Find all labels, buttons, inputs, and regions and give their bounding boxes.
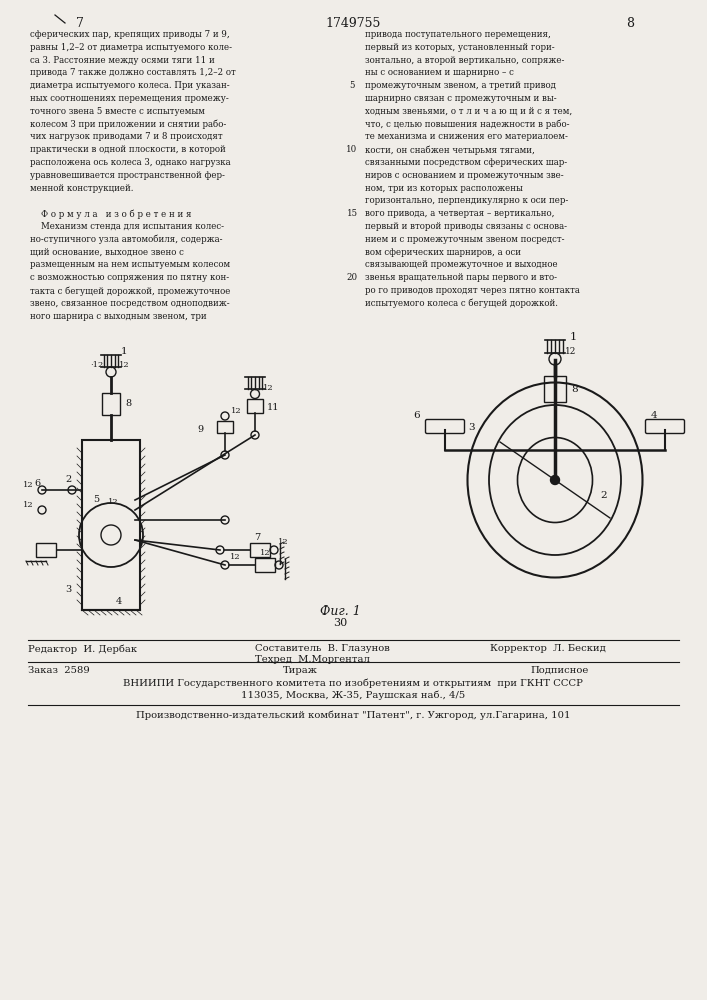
Text: Фиг. 1: Фиг. 1 [320, 605, 361, 618]
Text: Составитель  В. Глазунов: Составитель В. Глазунов [255, 644, 390, 653]
Text: 9: 9 [197, 424, 203, 434]
Text: 4: 4 [651, 410, 658, 420]
Text: 12: 12 [108, 498, 119, 506]
Text: 12: 12 [260, 549, 271, 557]
Text: 1749755: 1749755 [325, 17, 380, 30]
Text: вом сферических шарниров, а оси: вом сферических шарниров, а оси [365, 248, 521, 257]
Text: 3: 3 [468, 424, 475, 432]
Text: такта с бегущей дорожкой, промежуточное: такта с бегущей дорожкой, промежуточное [30, 286, 230, 296]
Text: 11: 11 [267, 402, 279, 412]
Text: 12: 12 [23, 501, 34, 509]
Text: ниров с основанием и промежуточным зве-: ниров с основанием и промежуточным зве- [365, 171, 563, 180]
Text: 5: 5 [349, 81, 355, 90]
Text: ном, три из которых расположены: ном, три из которых расположены [365, 184, 523, 193]
Text: 1: 1 [570, 332, 577, 342]
Text: колесом 3 при приложении и снятии рабо-: колесом 3 при приложении и снятии рабо- [30, 120, 226, 129]
Text: щий основание, выходное звено с: щий основание, выходное звено с [30, 248, 184, 257]
Text: зонтально, а второй вертикально, сопряже-: зонтально, а второй вертикально, сопряже… [365, 56, 564, 65]
Text: 8: 8 [125, 399, 131, 408]
Text: 8: 8 [571, 384, 578, 393]
Text: кости, он снабжен четырьмя тягами,: кости, он снабжен четырьмя тягами, [365, 145, 535, 155]
Text: 8: 8 [626, 17, 634, 30]
Text: практически в одной плоскости, в которой: практически в одной плоскости, в которой [30, 145, 226, 154]
Text: звенья вращательной пары первого и вто-: звенья вращательной пары первого и вто- [365, 273, 557, 282]
Text: те механизма и снижения его материалоем-: те механизма и снижения его материалоем- [365, 132, 568, 141]
Text: Производственно-издательский комбинат "Патент", г. Ужгород, ул.Гагарина, 101: Производственно-издательский комбинат "П… [136, 710, 571, 720]
Text: равны 1,2–2 от диаметра испытуемого коле-: равны 1,2–2 от диаметра испытуемого коле… [30, 43, 232, 52]
Text: 12: 12 [263, 384, 274, 392]
Text: ного шарнира с выходным звеном, три: ного шарнира с выходным звеном, три [30, 312, 206, 321]
Bar [255, 558, 275, 572]
Text: 6: 6 [414, 410, 420, 420]
Text: 12: 12 [278, 538, 288, 546]
Text: связывающей промежуточное и выходное: связывающей промежуточное и выходное [365, 260, 558, 269]
Text: Корректор  Л. Бескид: Корректор Л. Бескид [490, 644, 606, 653]
Text: 2: 2 [66, 476, 72, 485]
Text: 2: 2 [600, 490, 607, 499]
Text: шарнирно связан с промежуточным и вы-: шарнирно связан с промежуточным и вы- [365, 94, 556, 103]
Text: 6: 6 [34, 480, 40, 488]
Text: вого привода, а четвертая – вертикально,: вого привода, а четвертая – вертикально, [365, 209, 554, 218]
Bar [82, 440, 140, 610]
Text: расположена ось колеса 3, однако нагрузка: расположена ось колеса 3, однако нагрузк… [30, 158, 230, 167]
Text: 7: 7 [254, 534, 260, 542]
Text: 12: 12 [23, 481, 34, 489]
Text: привода 7 также должно составлять 1,2–2 от: привода 7 также должно составлять 1,2–2 … [30, 68, 235, 77]
Text: 113035, Москва, Ж-35, Раушская наб., 4/5: 113035, Москва, Ж-35, Раушская наб., 4/5 [241, 691, 465, 700]
Text: Редактор  И. Дербак: Редактор И. Дербак [28, 644, 137, 654]
Bar [250, 543, 270, 557]
Text: звено, связанное посредством одноподвиж-: звено, связанное посредством одноподвиж- [30, 299, 230, 308]
Text: ·12: ·12 [90, 361, 103, 369]
Text: размещенным на нем испытуемым колесом: размещенным на нем испытуемым колесом [30, 260, 230, 269]
Bar [544, 376, 566, 402]
Text: 12: 12 [565, 348, 576, 357]
Text: 5: 5 [93, 495, 99, 504]
Text: уравновешивается пространственной фер-: уравновешивается пространственной фер- [30, 171, 225, 180]
Text: Тираж: Тираж [283, 666, 317, 675]
Text: но-ступичного узла автомобиля, содержа-: но-ступичного узла автомобиля, содержа- [30, 235, 223, 244]
Text: горизонтально, перпендикулярно к оси пер-: горизонтально, перпендикулярно к оси пер… [365, 196, 568, 205]
Text: Заказ  2589: Заказ 2589 [28, 666, 90, 675]
Text: 30: 30 [333, 618, 347, 628]
Text: Техред  М.Моргентал: Техред М.Моргентал [255, 655, 370, 664]
Text: первый из которых, установленный гори-: первый из которых, установленный гори- [365, 43, 554, 52]
Text: Ф о р м у л а   и з о б р е т е н и я: Ф о р м у л а и з о б р е т е н и я [30, 209, 192, 219]
Text: ных соотношениях перемещения промежу-: ных соотношениях перемещения промежу- [30, 94, 229, 103]
Text: привода поступательного перемещения,: привода поступательного перемещения, [365, 30, 551, 39]
Bar [247, 399, 263, 413]
Text: точного звена 5 вместе с испытуемым: точного звена 5 вместе с испытуемым [30, 107, 205, 116]
Text: 12: 12 [231, 407, 242, 415]
Text: с возможностью сопряжения по пятну кон-: с возможностью сопряжения по пятну кон- [30, 273, 229, 282]
Text: 15: 15 [346, 209, 358, 218]
Text: ходным звеньями, о т л и ч а ю щ и й с я тем,: ходным звеньями, о т л и ч а ю щ и й с я… [365, 107, 572, 116]
Text: Подписное: Подписное [530, 666, 588, 675]
Text: 1: 1 [121, 348, 128, 357]
Text: 12: 12 [119, 361, 129, 369]
Text: менной конструкцией.: менной конструкцией. [30, 184, 134, 193]
Circle shape [551, 476, 559, 485]
Text: первый и второй приводы связаны с основа-: первый и второй приводы связаны с основа… [365, 222, 567, 231]
Text: са 3. Расстояние между осями тяги 11 и: са 3. Расстояние между осями тяги 11 и [30, 56, 215, 65]
Text: ро го приводов проходят через пятно контакта: ро го приводов проходят через пятно конт… [365, 286, 580, 295]
Text: 3: 3 [66, 585, 72, 594]
Text: промежуточным звеном, а третий привод: промежуточным звеном, а третий привод [365, 81, 556, 90]
Bar [36, 543, 56, 557]
Text: 20: 20 [346, 273, 358, 282]
Text: 7: 7 [76, 17, 84, 30]
Text: 12: 12 [230, 553, 240, 561]
Text: диаметра испытуемого колеса. При указан-: диаметра испытуемого колеса. При указан- [30, 81, 230, 90]
Text: Механизм стенда для испытания колес-: Механизм стенда для испытания колес- [30, 222, 224, 231]
Text: связанными посредством сферических шар-: связанными посредством сферических шар- [365, 158, 567, 167]
Text: сферических пар, крепящих приводы 7 и 9,: сферических пар, крепящих приводы 7 и 9, [30, 30, 230, 39]
Text: чих нагрузок приводами 7 и 8 происходят: чих нагрузок приводами 7 и 8 происходят [30, 132, 223, 141]
Text: испытуемого колеса с бегущей дорожкой.: испытуемого колеса с бегущей дорожкой. [365, 299, 558, 308]
Bar [217, 421, 233, 433]
Text: 4: 4 [116, 597, 122, 606]
Text: нием и с промежуточным звеном посредст-: нием и с промежуточным звеном посредст- [365, 235, 564, 244]
Text: ВНИИПИ Государственного комитета по изобретениям и открытиям  при ГКНТ СССР: ВНИИПИ Государственного комитета по изоб… [123, 679, 583, 688]
Bar [102, 393, 120, 415]
Text: ны с основанием и шарнирно – с: ны с основанием и шарнирно – с [365, 68, 514, 77]
Text: что, с целью повышения надежности в рабо-: что, с целью повышения надежности в рабо… [365, 120, 570, 129]
Text: 10: 10 [346, 145, 358, 154]
